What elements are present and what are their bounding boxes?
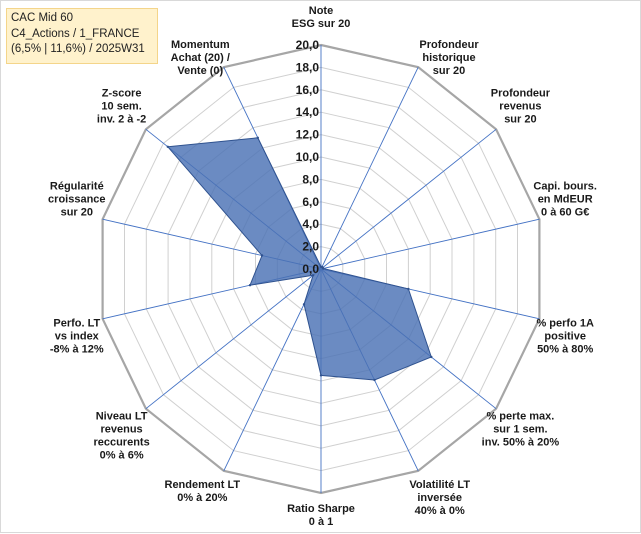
data-point [166, 145, 169, 148]
axis-label-line: revenus [100, 424, 142, 436]
data-point [311, 274, 315, 277]
data-point [430, 355, 433, 359]
axis-label: Ratio Sharpe 0 à 1 [287, 503, 355, 528]
axis-spoke [320, 218, 540, 270]
axis-label-line: Z-score [102, 87, 142, 99]
axis-label-line: 0% à 6% [100, 450, 144, 462]
tick-label: 14,0 [296, 105, 320, 119]
axis-label-line: 0 à 60 G€ [541, 206, 589, 218]
axis-label-line: sur 20 [61, 206, 93, 218]
data-point [407, 287, 410, 291]
axis-label: Rendement LT 0% à 20% [165, 479, 241, 504]
axis-label-line: Vente (0) [177, 65, 223, 77]
axis-label-line: Volatilité LT [409, 479, 470, 491]
tick-label: 0,0 [302, 262, 319, 276]
axis-label-line: Ratio Sharpe [287, 503, 355, 515]
axis-label-line: 50% à 80% [537, 344, 593, 356]
info-category: C4_Actions / 1_FRANCE [11, 27, 140, 40]
axis-label-line: % perfo 1A [536, 318, 594, 330]
axis-label-line: revenus [499, 100, 541, 112]
axis-label: Volatilité LT inversée 40% à 0% [409, 479, 470, 517]
axis-label: Profondeur historique sur 20 [419, 39, 479, 77]
tick-label: 18,0 [296, 60, 320, 74]
axis-label-line: % perte max. [486, 411, 554, 423]
tick-label: 20,0 [296, 38, 320, 52]
axis-label: Perfo. LT vs index -8% à 12% [50, 318, 104, 356]
tick-label: 8,0 [302, 172, 319, 186]
tick-label: 12,0 [296, 128, 320, 142]
info-box: CAC Mid 60 C4_Actions / 1_FRANCE (6,5% |… [6, 8, 158, 64]
axis-label: % perte max. sur 1 sem. inv. 50% à 20% [482, 411, 560, 449]
info-index-name: CAC Mid 60 [11, 12, 73, 24]
axis-label-line: Profondeur [491, 87, 551, 99]
axis-label-line: croissance [48, 193, 105, 205]
axis-spoke [320, 128, 497, 270]
axis-label-line: Rendement LT [165, 479, 241, 491]
axis-label-line: Achat (20) / [171, 52, 230, 64]
axis-label-line: positive [544, 331, 586, 343]
axis-label-line: Capi. bours. [533, 180, 597, 192]
axis-label: Z-score 10 sem. inv. 2 à -2 [97, 87, 146, 125]
axis-label-line: sur 1 sem. [493, 424, 547, 436]
axis-label-line: Niveau LT [96, 411, 148, 423]
axis-label-line: 10 sem. [101, 100, 141, 112]
data-point [248, 284, 252, 287]
axis-label-line: sur 20 [433, 65, 465, 77]
axis-label-line: en MdEUR [538, 193, 593, 205]
axis-label-line: -8% à 12% [50, 344, 104, 356]
tick-label: 16,0 [296, 83, 320, 97]
data-point [319, 374, 323, 377]
axis-label-line: 0 à 1 [309, 516, 333, 528]
tick-label: 2,0 [302, 240, 319, 254]
axis-label-line: Momentum [171, 39, 230, 51]
axis-label-line: inv. 2 à -2 [97, 113, 146, 125]
tick-label: 4,0 [302, 217, 319, 231]
tick-label: 6,0 [302, 195, 319, 209]
axis-label: Niveau LT revenus reccurents 0% à 6% [93, 411, 149, 462]
axis-label-line: Note [309, 5, 333, 17]
axis-label: Capi. bours. en MdEUR 0 à 60 G€ [533, 180, 597, 218]
axis-label: % perfo 1A positive 50% à 80% [536, 318, 594, 356]
data-point [322, 267, 325, 270]
axis-label: Note ESG sur 20 [292, 5, 351, 30]
axis-spoke [145, 268, 322, 410]
axis-label-line: Perfo. LT [53, 318, 100, 330]
axis-label-line: sur 20 [504, 113, 536, 125]
axis-label-line: Régularité [50, 180, 104, 192]
data-series-area [166, 137, 432, 381]
axis-label-line: reccurents [93, 437, 149, 449]
axis-label-line: 40% à 0% [415, 505, 465, 517]
axis-label: Profondeur revenus sur 20 [491, 87, 551, 125]
axis-label-line: inv. 50% à 20% [482, 437, 560, 449]
axis-label-line: historique [422, 52, 475, 64]
data-point [373, 378, 376, 382]
data-point [260, 254, 264, 257]
axis-spoke [320, 67, 419, 270]
axis-label: Régularité croissance sur 20 [48, 180, 105, 218]
data-point [256, 136, 259, 139]
tick-label: 10,0 [296, 150, 320, 164]
info-period: (6,5% | 11,6%) / 2025W31 [11, 43, 145, 55]
axis-label-line: 0% à 20% [177, 492, 227, 504]
data-point [302, 303, 306, 306]
axis-label-line: inversée [417, 492, 462, 504]
axis-label-line: vs index [55, 331, 100, 343]
axis-label-line: Profondeur [419, 39, 479, 51]
axis-label: Momentum Achat (20) / Vente (0) [171, 39, 230, 77]
axis-label-line: ESG sur 20 [292, 18, 351, 30]
